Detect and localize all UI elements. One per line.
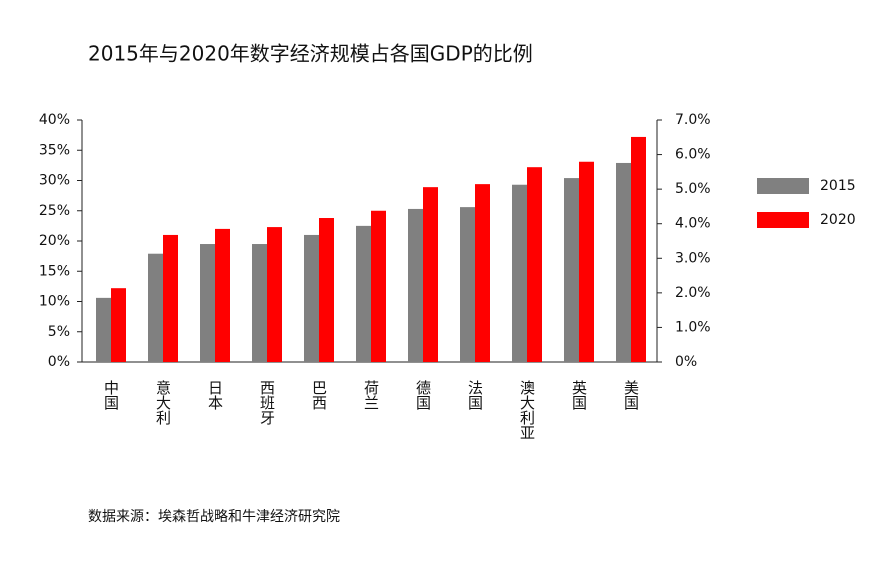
bar xyxy=(252,244,267,362)
bar xyxy=(304,234,319,362)
bar xyxy=(616,162,631,362)
x-tick-label: 澳大利亚 xyxy=(518,380,536,440)
chart-title: 2015年与2020年数字经济规模占各国GDP的比例 xyxy=(88,42,533,66)
bar xyxy=(200,244,215,362)
bar xyxy=(631,136,646,362)
x-tick-label: 德国 xyxy=(414,379,432,410)
y-tick-label: 20% xyxy=(39,233,70,249)
bar xyxy=(356,225,371,362)
bar xyxy=(423,187,438,362)
legend-swatch xyxy=(757,178,809,194)
y-tick-label: 35% xyxy=(39,142,70,158)
bar xyxy=(111,288,126,362)
y-tick-label: 40% xyxy=(39,112,70,128)
bar xyxy=(408,208,423,362)
legend-label: 2015 xyxy=(820,178,856,194)
bar xyxy=(215,228,230,362)
bar xyxy=(96,297,111,362)
y2-tick-label: 4.0% xyxy=(675,216,711,232)
y2-tick-label: 6.0% xyxy=(675,147,711,163)
y-tick-label: 10% xyxy=(39,294,70,310)
bar xyxy=(512,184,527,362)
y-tick-label: 5% xyxy=(48,324,70,340)
bar xyxy=(267,227,282,362)
x-tick-label: 荷兰 xyxy=(362,380,380,410)
y2-tick-label: 7.0% xyxy=(675,112,711,128)
x-tick-label: 英国 xyxy=(570,379,588,410)
bar xyxy=(475,184,490,362)
y-tick-label: 30% xyxy=(39,173,70,189)
source-note: 数据来源：埃森哲战略和牛津经济研究院 xyxy=(88,509,340,525)
x-tick-label: 美国 xyxy=(622,380,640,410)
bar xyxy=(527,167,542,362)
y2-tick-label: 5.0% xyxy=(675,181,711,197)
bar xyxy=(564,178,579,362)
bar xyxy=(319,218,334,362)
bar xyxy=(148,253,163,362)
y-tick-label: 15% xyxy=(39,263,70,279)
y2-tick-label: 1.0% xyxy=(675,319,711,335)
y-tick-label: 0% xyxy=(48,354,70,370)
x-tick-label: 日本 xyxy=(206,380,224,410)
x-tick-label: 西班牙 xyxy=(258,380,276,426)
x-tick-label: 意大利 xyxy=(154,379,172,425)
bar xyxy=(460,207,475,362)
y2-tick-label: 2.0% xyxy=(675,285,711,301)
bar xyxy=(163,234,178,362)
y-tick-label: 25% xyxy=(39,203,70,219)
x-tick-label: 巴西 xyxy=(310,380,328,410)
bar xyxy=(579,161,594,362)
x-tick-label: 中国 xyxy=(102,380,120,410)
bar xyxy=(371,210,386,362)
y2-tick-label: 0% xyxy=(675,354,697,370)
legend-label: 2020 xyxy=(820,212,856,228)
y2-tick-label: 3.0% xyxy=(675,250,711,266)
x-tick-label: 法国 xyxy=(466,380,484,410)
legend-swatch xyxy=(757,212,809,228)
